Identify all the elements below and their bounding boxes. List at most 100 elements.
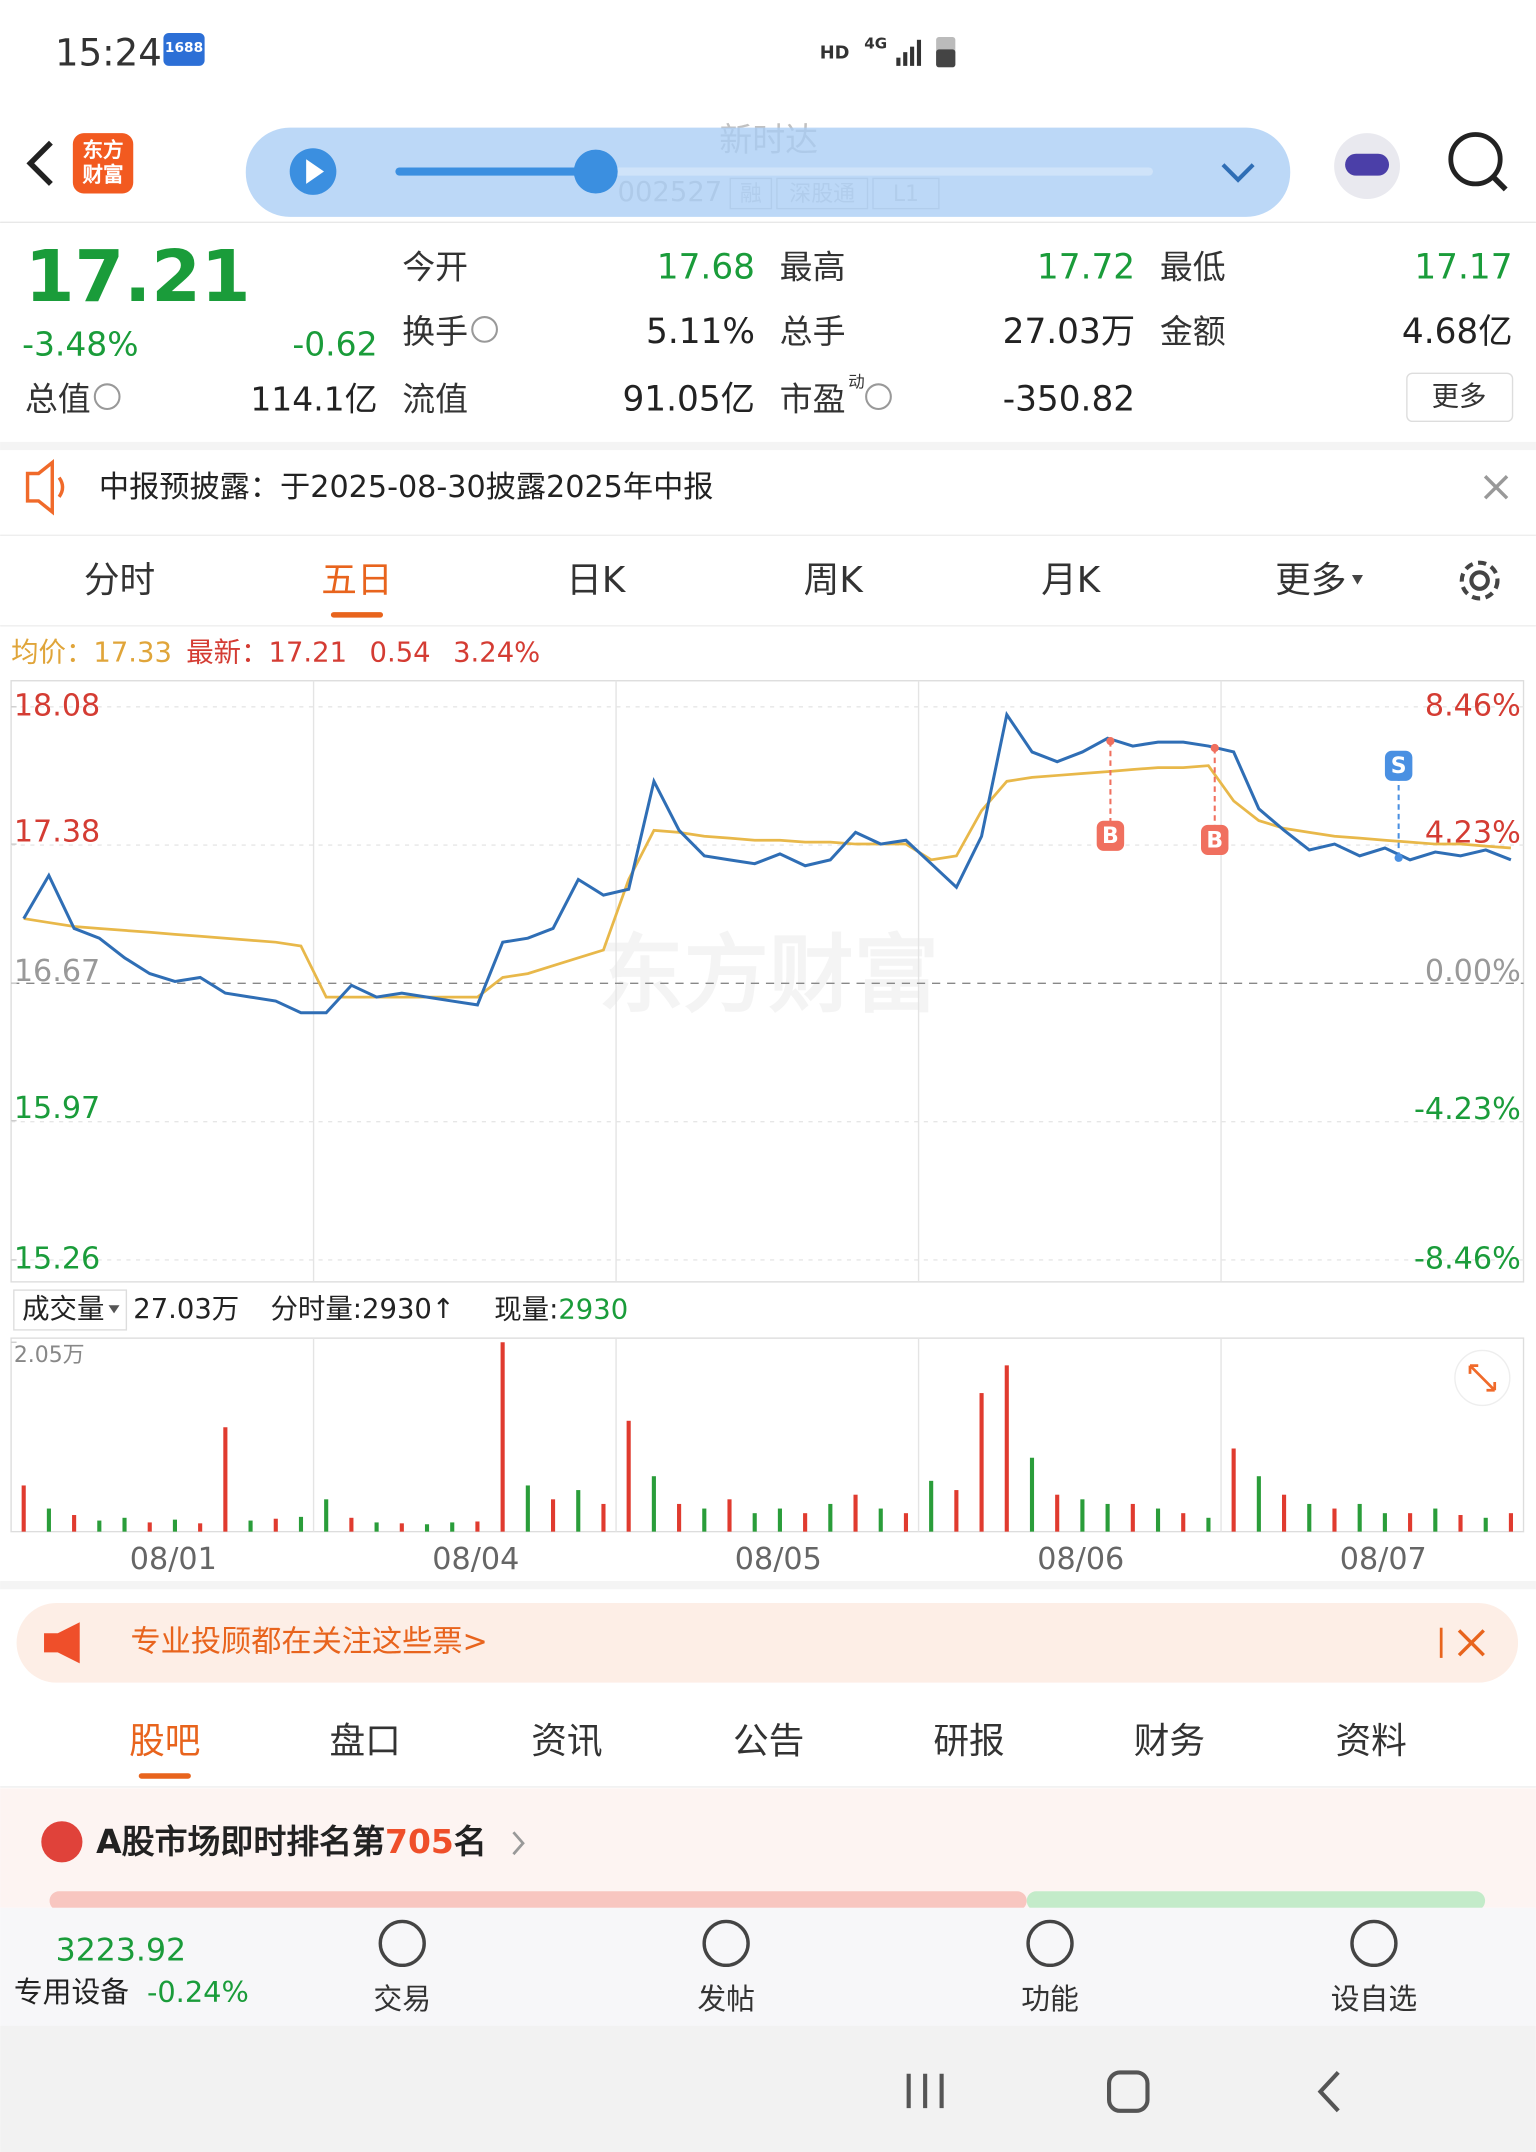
banner-close[interactable] — [1457, 1629, 1485, 1657]
tab[interactable]: 日K — [566, 560, 627, 601]
marker-badge[interactable] — [1096, 820, 1125, 851]
sector-change: -0.24% — [147, 1975, 249, 2009]
volume-bar — [828, 1503, 833, 1532]
settings-icon[interactable] — [1459, 560, 1500, 601]
market-cap: 114.1亿 — [250, 379, 377, 418]
collapse-button[interactable] — [1221, 163, 1255, 183]
rank-prefix: A股市场即时排名第 — [96, 1822, 385, 1861]
rank-text[interactable]: A股市场即时排名第705名 — [96, 1822, 487, 1861]
volume-bar — [576, 1490, 581, 1532]
volume-bar — [97, 1520, 102, 1532]
marker-badge[interactable] — [1384, 750, 1413, 781]
close-notice[interactable] — [1483, 475, 1509, 500]
nav-label[interactable]: 发帖 — [697, 1982, 755, 2016]
field-label: 总手 — [780, 312, 846, 351]
volume-bar — [1332, 1508, 1337, 1532]
volume-bar — [803, 1513, 808, 1532]
nav-label[interactable]: 设自选 — [1331, 1982, 1417, 2016]
volume-bar — [1357, 1503, 1362, 1532]
volume-bar — [1105, 1503, 1110, 1532]
more-button[interactable] — [1406, 372, 1514, 423]
tab[interactable]: 更多 — [1275, 560, 1346, 601]
more-label: 更多 — [1432, 382, 1487, 413]
tab[interactable]: 月K — [1041, 560, 1102, 601]
volume-bar — [1080, 1499, 1085, 1532]
section-tab[interactable]: 公告 — [733, 1721, 804, 1762]
volume-bar — [1508, 1513, 1513, 1532]
chart-legend: 均价：17.33 最新：17.21 0.54 3.24% — [11, 637, 540, 668]
current-volume-value: 2930 — [558, 1294, 628, 1325]
speaker-icon — [25, 458, 54, 516]
search-button[interactable] — [1448, 132, 1503, 187]
volume-bar — [1004, 1365, 1009, 1532]
volume-bar — [677, 1503, 682, 1532]
volume-bar — [424, 1524, 430, 1532]
section-tab[interactable]: 资讯 — [531, 1721, 602, 1762]
back-button[interactable] — [26, 140, 53, 186]
marker-label: S — [1391, 754, 1407, 779]
section-tab[interactable]: 盘口 — [330, 1721, 401, 1762]
dropdown-arrow — [1351, 575, 1363, 585]
rank-number: 705 — [385, 1822, 454, 1861]
section-tab[interactable]: 研报 — [933, 1721, 1004, 1762]
current-volume: 现量:2930 — [494, 1294, 628, 1325]
search-handle — [1491, 175, 1508, 192]
section-tab[interactable]: 财务 — [1134, 1721, 1205, 1762]
marker-dot — [1106, 737, 1115, 746]
legend-change: 0.54 — [370, 637, 431, 668]
notice-text[interactable]: 中报预披露：于2025-08-30披露2025年中报 — [99, 470, 714, 505]
tab[interactable]: 分时 — [84, 560, 155, 601]
nav-icon[interactable] — [378, 1919, 426, 1968]
section-tab[interactable]: 股吧 — [129, 1721, 200, 1762]
info-icon[interactable] — [471, 316, 498, 343]
nav-label[interactable]: 交易 — [373, 1982, 431, 2016]
info-icon[interactable] — [93, 383, 121, 411]
logo[interactable] — [72, 133, 134, 194]
rank-arrow — [512, 1831, 525, 1856]
nav-icon[interactable] — [1350, 1919, 1398, 1968]
avg-line — [23, 764, 1512, 999]
volume-bar — [1382, 1513, 1387, 1532]
nav-label[interactable]: 功能 — [1021, 1982, 1079, 2016]
change-pct: -3.48% — [22, 324, 138, 363]
banner[interactable] — [16, 1603, 1519, 1683]
volume-bar — [1408, 1513, 1413, 1532]
rank-icon — [41, 1821, 83, 1863]
badge: 1688 — [165, 40, 203, 56]
back[interactable] — [1317, 2070, 1340, 2113]
index-value[interactable]: 3223.92 — [56, 1933, 186, 1969]
volume-bar — [626, 1420, 631, 1532]
system-nav — [0, 2025, 1536, 2152]
volume-bar — [248, 1520, 253, 1532]
volume-bar — [550, 1499, 556, 1532]
progress-green — [1026, 1891, 1486, 1911]
tab[interactable]: 周K — [804, 560, 865, 601]
x-tick-label: 08/06 — [1037, 1542, 1124, 1577]
home[interactable] — [1106, 2070, 1150, 2113]
recent-apps[interactable] — [906, 2073, 944, 2109]
volume-bar — [1206, 1517, 1211, 1532]
nav-icon[interactable] — [702, 1919, 750, 1968]
field-value: 17.17 — [1414, 248, 1512, 288]
section-tab[interactable]: 资料 — [1336, 1721, 1407, 1762]
field-value: -350.82 — [1003, 379, 1135, 419]
field-label: 金额 — [1160, 312, 1226, 351]
tab[interactable]: 五日 — [321, 560, 392, 601]
volume-bar — [1433, 1508, 1438, 1532]
volume-bar — [298, 1516, 304, 1532]
net: 4G — [864, 34, 887, 52]
slider-knob[interactable] — [573, 149, 618, 194]
marker-badge[interactable] — [1201, 824, 1229, 856]
field-label: 换手 — [402, 312, 468, 351]
info-icon[interactable] — [865, 383, 892, 411]
field-value: 17.68 — [657, 248, 755, 288]
y-tick-label: 15.26 — [14, 1241, 100, 1276]
field-value: 91.05亿 — [622, 379, 754, 419]
nav-icon[interactable] — [1026, 1919, 1074, 1968]
logo-text: 财富 — [82, 163, 123, 187]
volume-selector[interactable] — [13, 1289, 128, 1331]
field-label: 今开 — [402, 248, 468, 287]
volume-bar — [46, 1508, 51, 1532]
